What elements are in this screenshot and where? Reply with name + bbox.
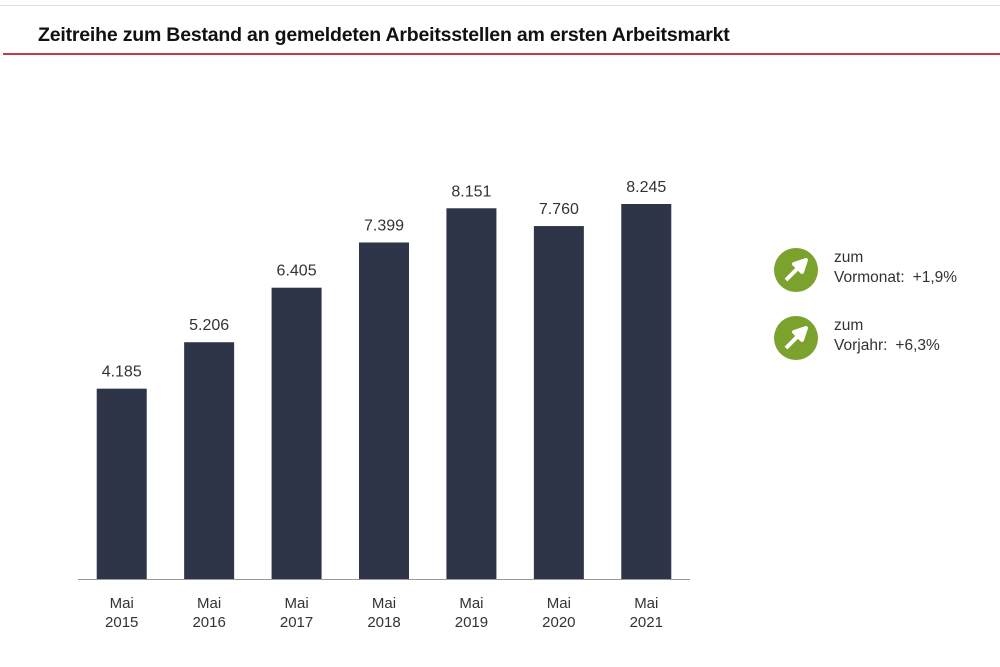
bar (96, 388, 147, 579)
bar (184, 342, 235, 579)
bar (533, 226, 584, 579)
data-label: 8.151 (451, 183, 491, 200)
bar (271, 287, 322, 579)
x-tick-label: 2020 (542, 614, 575, 631)
arrow-up-right-icon (774, 248, 818, 292)
x-tick-label: 2015 (105, 614, 138, 631)
x-tick-label: Mai (372, 595, 396, 612)
x-tick-label: 2021 (630, 614, 663, 631)
chart-title: Zeitreihe zum Bestand an gemeldeten Arbe… (38, 24, 730, 46)
indicator-label: Vormonat: (834, 269, 905, 286)
top-border (0, 5, 1000, 6)
data-label: 5.206 (189, 317, 229, 334)
x-tick-label: 2019 (455, 614, 488, 631)
x-tick-label: 2018 (367, 614, 400, 631)
x-tick-label: Mai (110, 595, 134, 612)
indicator-line1: zum (834, 249, 864, 266)
indicator-vorjahr: zum Vorjahr: +6,3% (774, 316, 940, 360)
indicator-vormonat: zum Vormonat: +1,9% (774, 248, 957, 292)
title-underline (3, 53, 1000, 55)
x-tick-label: Mai (284, 595, 308, 612)
x-tick-label: 2017 (280, 614, 313, 631)
x-tick-label: Mai (459, 595, 483, 612)
data-label: 8.245 (626, 179, 666, 196)
indicator-line1: zum (834, 317, 864, 334)
x-tick-label: Mai (634, 595, 658, 612)
data-label: 7.399 (364, 217, 404, 234)
indicator-value: +1,9% (912, 269, 958, 286)
bar (446, 208, 497, 579)
indicator-value: +6,3% (895, 337, 940, 354)
bar (621, 204, 672, 579)
data-label: 7.760 (539, 201, 579, 218)
x-tick-label: 2016 (192, 614, 225, 631)
bar (359, 242, 409, 580)
data-label: 4.185 (102, 364, 142, 381)
arrow-up-right-icon (774, 316, 818, 360)
indicator-label: Vorjahr: (834, 337, 888, 354)
x-tick-label: Mai (197, 595, 221, 612)
x-tick-label: Mai (547, 595, 571, 612)
data-label: 6.405 (277, 263, 317, 280)
